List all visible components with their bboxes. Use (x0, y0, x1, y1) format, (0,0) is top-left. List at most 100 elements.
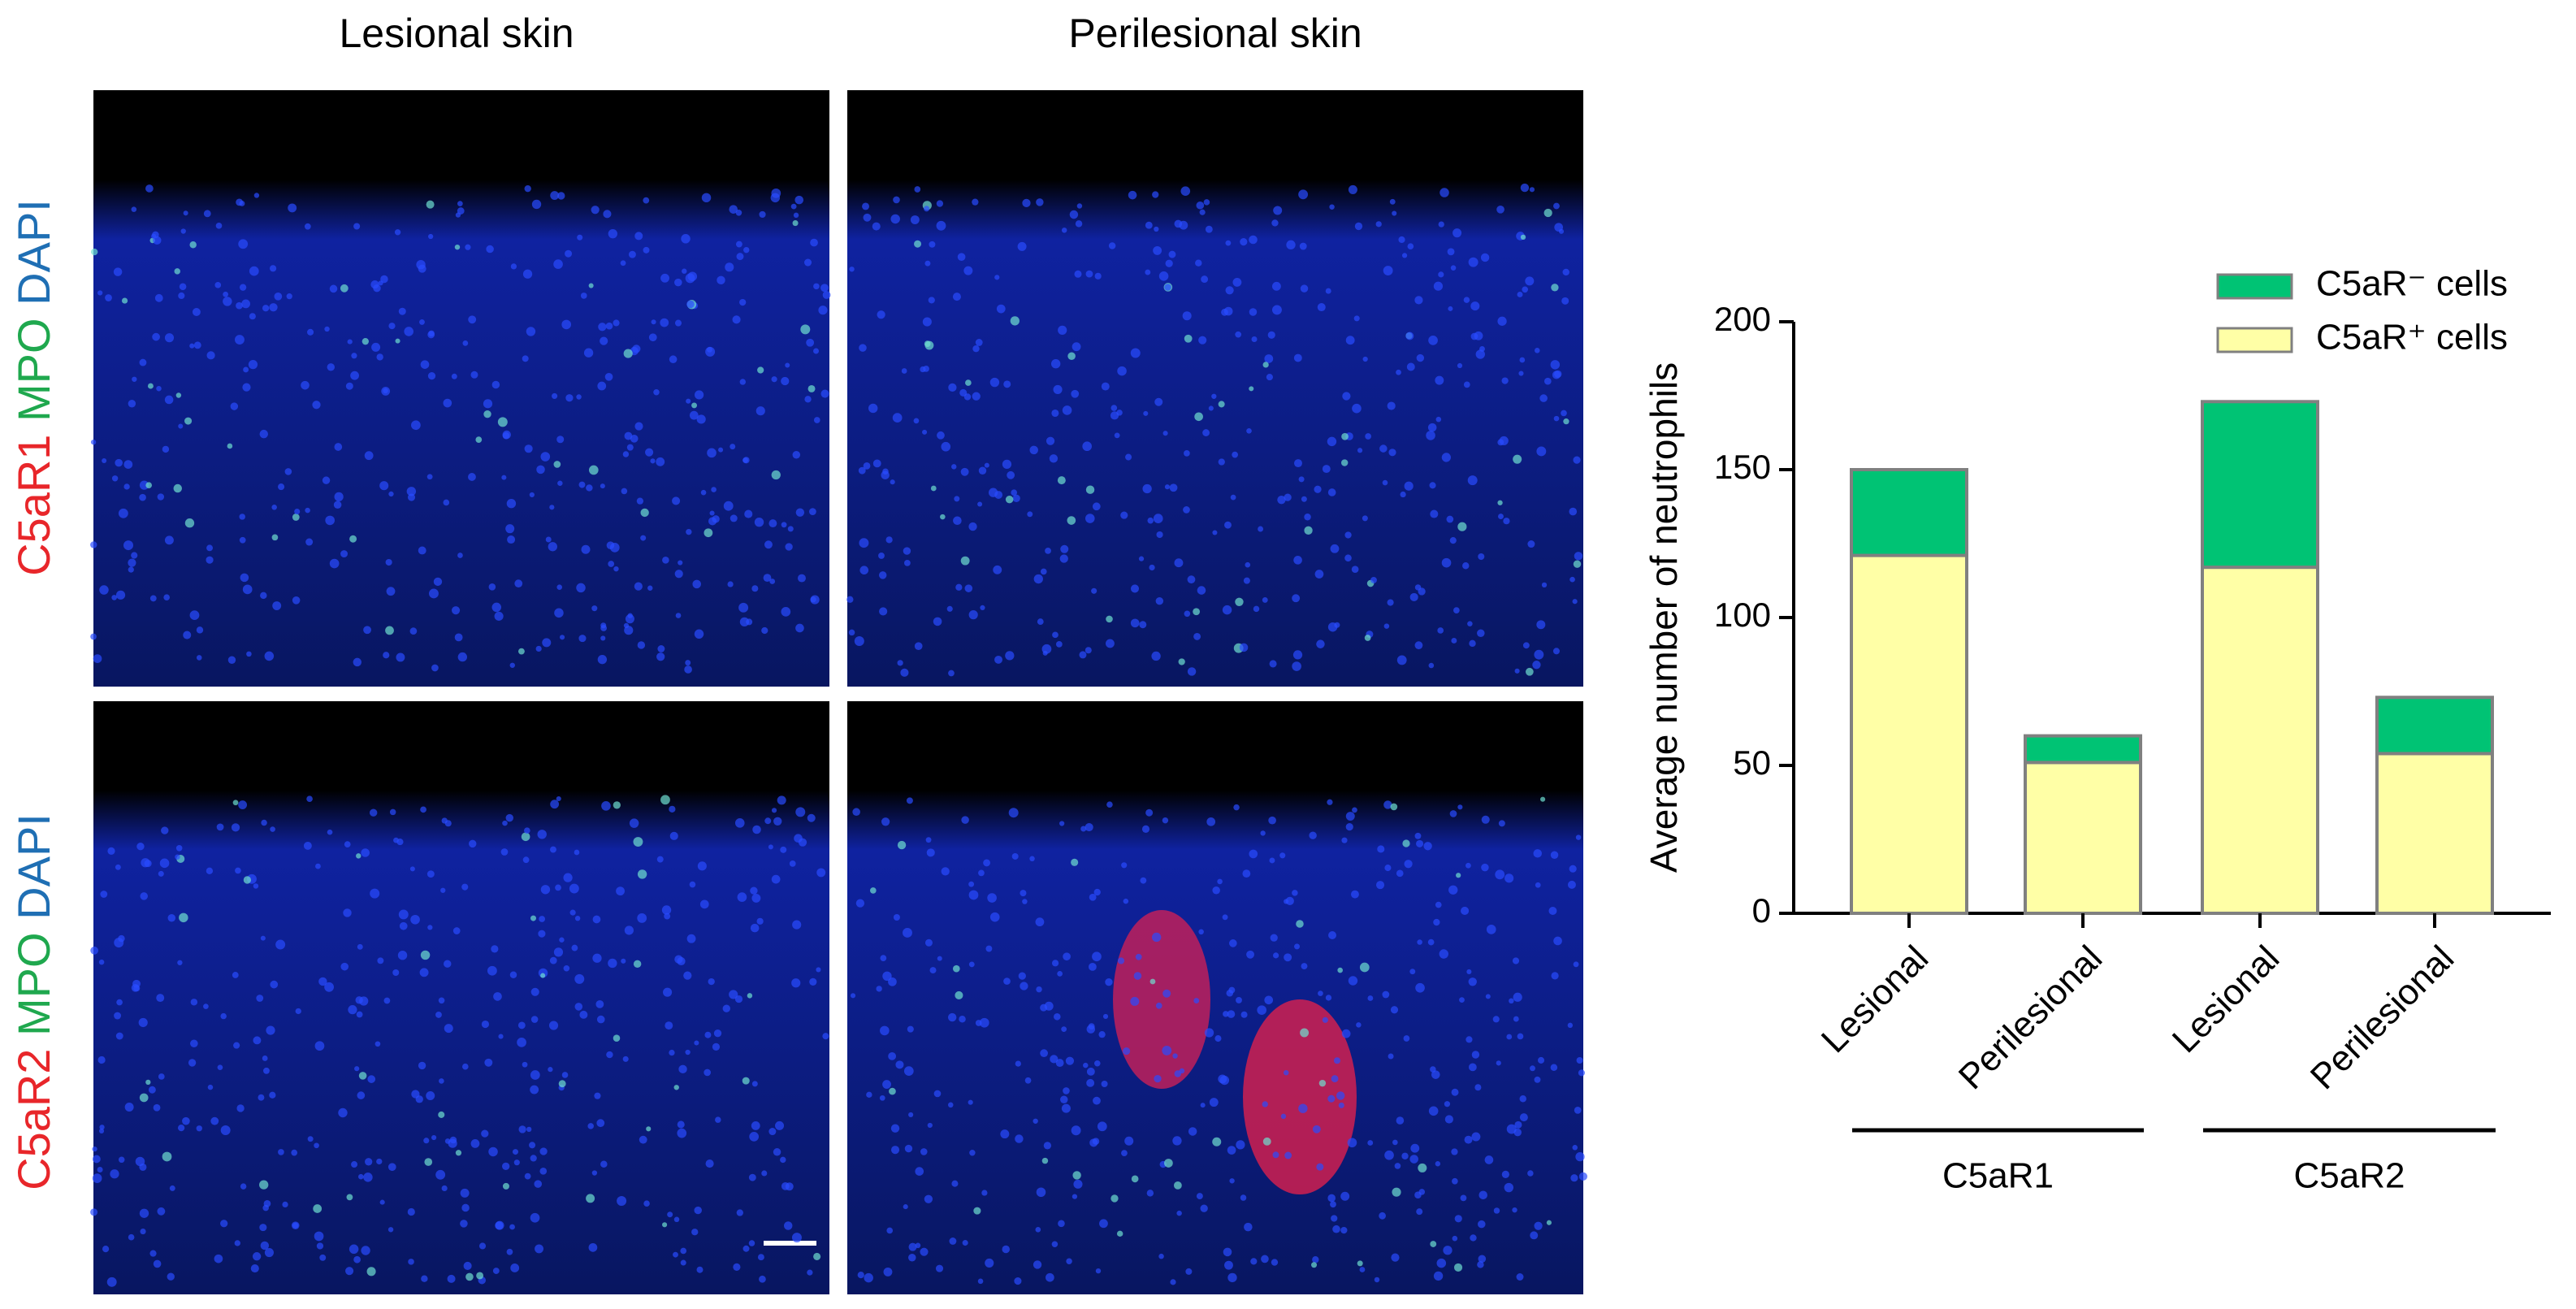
nucleus (124, 1102, 134, 1112)
nucleus (97, 1055, 106, 1064)
nucleus (369, 808, 378, 817)
nucleus (550, 846, 556, 853)
nucleus (420, 806, 426, 813)
nucleus (946, 605, 953, 612)
nucleus (1454, 1215, 1462, 1223)
nucleus (178, 292, 185, 300)
nucleus (522, 269, 533, 279)
nucleus (1300, 284, 1309, 293)
nucleus (1049, 454, 1059, 463)
nucleus (536, 465, 545, 475)
nucleus (578, 481, 586, 488)
micrograph (847, 90, 1583, 687)
nucleus (1451, 637, 1457, 644)
nucleus (1162, 989, 1171, 998)
nucleus (952, 964, 960, 973)
nucleus (964, 584, 973, 592)
nucleus (509, 1224, 515, 1230)
nucleus (1525, 667, 1534, 676)
nucleus (908, 1242, 917, 1251)
nucleus (329, 284, 338, 293)
nucleus (1444, 1115, 1453, 1124)
nucleus (881, 817, 890, 826)
nucleus (809, 977, 817, 986)
nucleus (556, 795, 561, 802)
nucleus (234, 335, 245, 345)
nucleus (1431, 1070, 1440, 1079)
nucleus (486, 245, 494, 254)
nucleus (1449, 537, 1457, 544)
nucleus (901, 368, 907, 374)
nucleus (859, 566, 869, 575)
nucleus (217, 1064, 223, 1070)
nucleus (630, 434, 639, 443)
nucleus (162, 1151, 172, 1162)
nucleus (1522, 642, 1530, 649)
nucleus (1286, 240, 1296, 249)
nucleus (264, 1247, 274, 1258)
nucleus (1227, 1272, 1237, 1283)
nucleus (595, 999, 604, 1008)
nucleus (159, 858, 170, 869)
nucleus (559, 635, 565, 640)
nucleus (1318, 990, 1323, 996)
nucleus (361, 848, 370, 857)
nucleus (907, 1025, 914, 1033)
nucleus (1155, 596, 1164, 605)
nucleus (396, 652, 405, 662)
nucleus (903, 1204, 908, 1210)
nucleus (1249, 386, 1254, 392)
nucleus (791, 978, 801, 988)
nucleus (1164, 1159, 1173, 1168)
x-tick-label: Lesional (2165, 938, 2288, 1061)
nucleus (509, 662, 515, 668)
nucleus (783, 1221, 793, 1230)
nucleus (102, 1246, 110, 1253)
nucleus (989, 377, 1000, 388)
nucleus (269, 265, 277, 272)
nucleus (624, 925, 634, 935)
nucleus (248, 360, 258, 370)
nucleus (1164, 284, 1171, 291)
nucleus (452, 606, 461, 615)
nucleus (271, 505, 277, 510)
nucleus (968, 881, 975, 887)
nucleus (1251, 336, 1258, 343)
nucleus (1311, 1262, 1318, 1268)
nucleus (553, 259, 563, 269)
nucleus (1242, 869, 1251, 878)
nucleus (1089, 893, 1097, 901)
nucleus (510, 263, 517, 270)
nucleus (269, 303, 278, 312)
nucleus (613, 566, 619, 572)
nucleus (349, 535, 357, 543)
nucleus (742, 1245, 750, 1252)
nucleus (1204, 1028, 1214, 1038)
nucleus (294, 508, 301, 515)
nucleus (1139, 621, 1147, 629)
nucleus (968, 1099, 973, 1105)
nucleus (877, 310, 885, 319)
nucleus (961, 816, 969, 824)
nucleus (232, 972, 239, 978)
nucleus (1029, 445, 1038, 455)
nucleus (1194, 412, 1203, 422)
nucleus (563, 964, 570, 972)
nucleus (1233, 804, 1240, 811)
nucleus (643, 1200, 650, 1207)
nucleus (1123, 898, 1129, 904)
y-tick-label: 0 (1752, 891, 1771, 930)
nucleus (444, 1138, 451, 1144)
nucleus (1093, 1096, 1101, 1105)
nucleus (795, 508, 805, 517)
nucleus (859, 538, 869, 548)
nucleus (312, 401, 321, 410)
nucleus (438, 997, 445, 1004)
nucleus (949, 1237, 957, 1245)
nucleus (1027, 511, 1033, 518)
nucleus (755, 406, 765, 416)
nucleus (263, 1067, 270, 1074)
nucleus (351, 353, 357, 359)
nucleus (530, 1155, 537, 1162)
nucleus (548, 1067, 553, 1073)
